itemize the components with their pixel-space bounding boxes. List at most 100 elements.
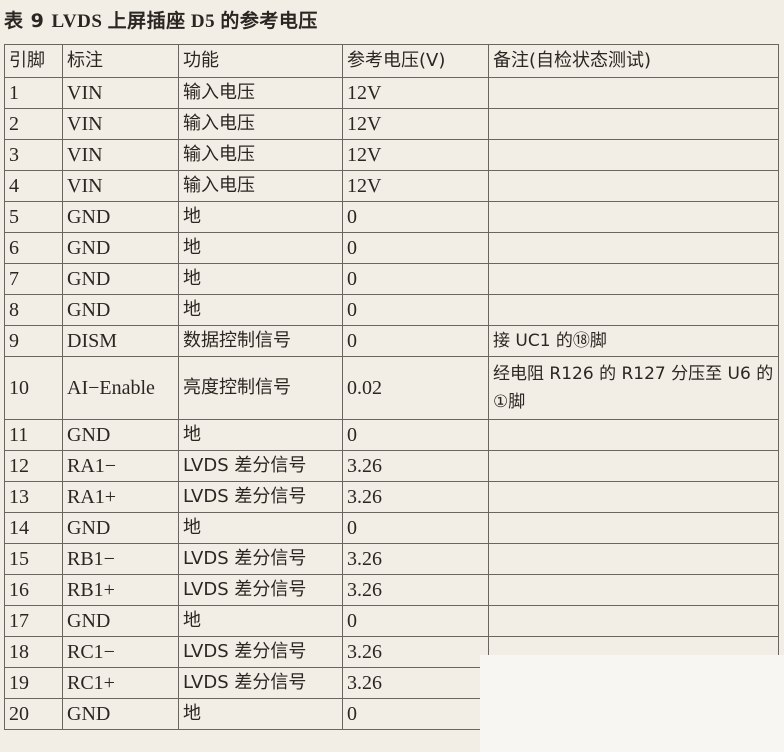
cell-pin: 3: [4, 139, 63, 171]
cell-label: VIN: [62, 170, 179, 202]
cell-voltage: 12V: [342, 77, 489, 109]
cell-label: GND: [62, 419, 179, 451]
cell-label: GND: [62, 201, 179, 233]
cell-voltage: 0: [342, 325, 489, 357]
table-row: 17 GND 地 0: [4, 605, 779, 637]
cell-function: LVDS 差分信号: [178, 481, 343, 513]
cell-pin: 5: [4, 201, 63, 233]
cell-pin: 6: [4, 232, 63, 264]
cell-note: [488, 574, 779, 606]
cell-label: RC1+: [62, 667, 179, 699]
cell-function: 地: [178, 294, 343, 326]
cell-note: [488, 170, 779, 202]
table-title: 表 9 LVDS 上屏插座 D5 的参考电压: [4, 6, 318, 33]
cell-note: [488, 232, 779, 264]
cell-voltage: 3.26: [342, 667, 489, 699]
cell-voltage: 3.26: [342, 543, 489, 575]
table-row: 2 VIN 输入电压 12V: [4, 108, 779, 140]
cell-note: [488, 543, 779, 575]
cell-note: [488, 77, 779, 109]
table-row: 7 GND 地 0: [4, 263, 779, 295]
cell-voltage: 12V: [342, 139, 489, 171]
table-row: 14 GND 地 0: [4, 512, 779, 544]
cell-note: [488, 419, 779, 451]
cell-pin: 14: [4, 512, 63, 544]
cell-function: 地: [178, 698, 343, 730]
cell-label: AI−Enable: [62, 356, 179, 420]
cell-note: [488, 294, 779, 326]
cell-label: GND: [62, 232, 179, 264]
cell-pin: 19: [4, 667, 63, 699]
cell-note: [488, 108, 779, 140]
cell-function: LVDS 差分信号: [178, 574, 343, 606]
cell-note: [488, 605, 779, 637]
cell-function: LVDS 差分信号: [178, 543, 343, 575]
cell-function: 地: [178, 605, 343, 637]
header-row: 引脚 标注 功能 参考电压(V) 备注(自检状态测试): [4, 44, 779, 78]
scan-blank-area: [480, 655, 784, 752]
cell-label: RC1−: [62, 636, 179, 668]
cell-pin: 20: [4, 698, 63, 730]
cell-pin: 13: [4, 481, 63, 513]
cell-function: 输入电压: [178, 139, 343, 171]
cell-pin: 9: [4, 325, 63, 357]
cell-pin: 17: [4, 605, 63, 637]
cell-pin: 15: [4, 543, 63, 575]
cell-label: DISM: [62, 325, 179, 357]
cell-function: LVDS 差分信号: [178, 450, 343, 482]
cell-function: 输入电压: [178, 77, 343, 109]
cell-note: 经电阻 R126 的 R127 分压至 U6 的①脚: [488, 356, 779, 420]
header-pin: 引脚: [4, 44, 63, 78]
table-row: 6 GND 地 0: [4, 232, 779, 264]
cell-pin: 12: [4, 450, 63, 482]
cell-voltage: 3.26: [342, 450, 489, 482]
table-row: 15 RB1− LVDS 差分信号 3.26: [4, 543, 779, 575]
cell-label: GND: [62, 294, 179, 326]
table-row: 4 VIN 输入电压 12V: [4, 170, 779, 202]
cell-function: 地: [178, 419, 343, 451]
cell-voltage: 0: [342, 263, 489, 295]
cell-label: RA1+: [62, 481, 179, 513]
cell-label: VIN: [62, 77, 179, 109]
cell-voltage: 0: [342, 512, 489, 544]
table-row: 8 GND 地 0: [4, 294, 779, 326]
cell-function: 输入电压: [178, 108, 343, 140]
header-label: 标注: [62, 44, 179, 78]
cell-function: 地: [178, 512, 343, 544]
table-row: 16 RB1+ LVDS 差分信号 3.26: [4, 574, 779, 606]
cell-voltage: 0: [342, 605, 489, 637]
cell-pin: 11: [4, 419, 63, 451]
cell-note: 接 UC1 的⑱脚: [488, 325, 779, 357]
cell-label: RA1−: [62, 450, 179, 482]
cell-label: VIN: [62, 139, 179, 171]
cell-voltage: 12V: [342, 108, 489, 140]
cell-voltage: 12V: [342, 170, 489, 202]
cell-label: RB1−: [62, 543, 179, 575]
cell-pin: 4: [4, 170, 63, 202]
cell-function: 地: [178, 201, 343, 233]
cell-note: [488, 512, 779, 544]
cell-note: [488, 450, 779, 482]
cell-voltage: 3.26: [342, 481, 489, 513]
cell-function: LVDS 差分信号: [178, 667, 343, 699]
table-row: 12 RA1− LVDS 差分信号 3.26: [4, 450, 779, 482]
cell-label: GND: [62, 263, 179, 295]
table-row: 5 GND 地 0: [4, 201, 779, 233]
cell-voltage: 0: [342, 698, 489, 730]
header-function: 功能: [178, 44, 343, 78]
header-note: 备注(自检状态测试): [488, 44, 779, 78]
table-row: 10 AI−Enable 亮度控制信号 0.02 经电阻 R126 的 R127 分压至…: [4, 356, 779, 420]
cell-pin: 18: [4, 636, 63, 668]
cell-function: 地: [178, 232, 343, 264]
cell-pin: 1: [4, 77, 63, 109]
cell-note: [488, 481, 779, 513]
cell-label: GND: [62, 512, 179, 544]
cell-label: GND: [62, 605, 179, 637]
table-row: 9 DISM 数据控制信号 0 接 UC1 的⑱脚: [4, 325, 779, 357]
cell-voltage: 3.26: [342, 636, 489, 668]
cell-pin: 10: [4, 356, 63, 420]
cell-note: [488, 139, 779, 171]
table-caption: LVDS 上屏插座 D5 的参考电压: [51, 11, 318, 32]
cell-voltage: 0: [342, 294, 489, 326]
table-number: 表 9: [4, 10, 45, 32]
